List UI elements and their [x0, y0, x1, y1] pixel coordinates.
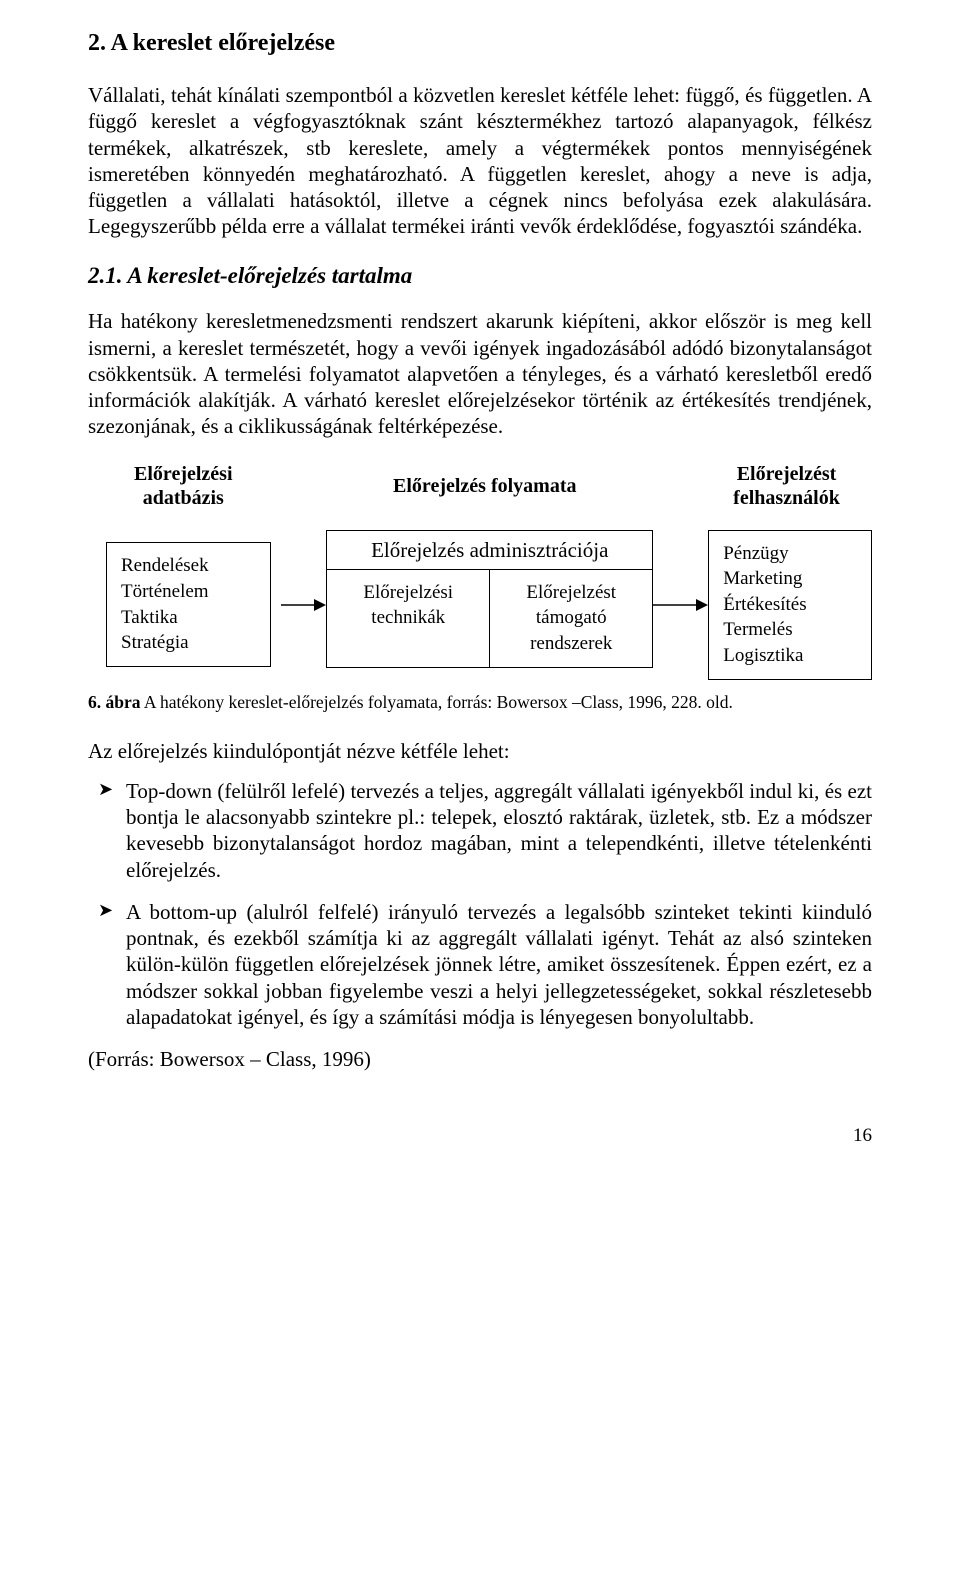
db-item-1: Rendelések — [121, 553, 256, 579]
user-item-3: Értékesítés — [723, 592, 857, 618]
process-support-systems: Előrejelzést támogató rendszerek — [490, 569, 653, 668]
arrow-left-to-mid — [281, 530, 326, 680]
diagram-header-right: Előrejelzést felhasználók — [701, 462, 872, 530]
diagram-header-left-l2: adatbázis — [143, 487, 224, 509]
db-item-3: Taktika — [121, 605, 256, 631]
diagram-header-right-l1: Előrejelzést — [737, 463, 837, 485]
figure-caption: 6. ábra A hatékony kereslet-előrejelzés … — [88, 692, 872, 714]
diagram-header-left-l1: Előrejelzési — [134, 463, 232, 485]
figure-caption-text: A hatékony kereslet-előrejelzés folyamat… — [141, 692, 733, 712]
diagram-box-database: Rendelések Történelem Taktika Stratégia — [106, 542, 271, 667]
subsection-heading: 2.1. A kereslet-előrejelzés tartalma — [88, 262, 872, 291]
db-item-2: Történelem — [121, 579, 256, 605]
section-heading: 2. A kereslet előrejelzése — [88, 28, 872, 58]
list-lead: Az előrejelzés kiindulópontját nézve két… — [88, 738, 872, 764]
diagram-box-process: Előrejelzés adminisztrációja Előrejelzés… — [326, 530, 653, 680]
list-item-bottomup: A bottom-up (alulról felfelé) irányuló t… — [126, 899, 872, 1030]
page-number: 16 — [88, 1124, 872, 1148]
diagram-header-mid: Előrejelzés folyamata — [324, 462, 646, 530]
arrow-mid-to-right — [653, 530, 708, 680]
user-item-4: Termelés — [723, 617, 857, 643]
approach-list: Top-down (felülről lefelé) tervezés a te… — [88, 778, 872, 1030]
user-item-5: Logisztika — [723, 643, 857, 669]
process-admin: Előrejelzés adminisztrációja — [326, 530, 653, 569]
diagram-header-right-l2: felhasználók — [733, 487, 840, 509]
paragraph-2: Ha hatékony keresletmenedzsmenti rendsze… — [88, 308, 872, 439]
figure-caption-number: 6. ábra — [88, 692, 141, 712]
source-citation: (Forrás: Bowersox – Class, 1996) — [88, 1046, 872, 1072]
diagram-header-left: Előrejelzési adatbázis — [88, 462, 279, 530]
forecast-process-diagram: Előrejelzési adatbázis Előrejelzés folya… — [88, 462, 872, 680]
diagram-box-users: Pénzügy Marketing Értékesítés Termelés L… — [708, 530, 872, 680]
paragraph-1: Vállalati, tehát kínálati szempontból a … — [88, 82, 872, 240]
user-item-2: Marketing — [723, 566, 857, 592]
db-item-4: Stratégia — [121, 630, 256, 656]
list-item-topdown: Top-down (felülről lefelé) tervezés a te… — [126, 778, 872, 883]
process-techniques: Előrejelzési technikák — [326, 569, 490, 668]
user-item-1: Pénzügy — [723, 541, 857, 567]
